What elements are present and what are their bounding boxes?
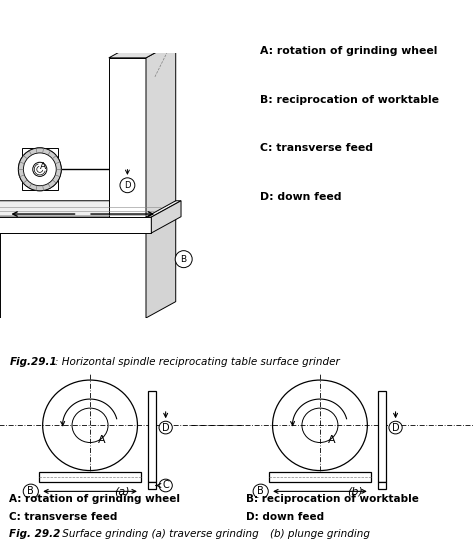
Circle shape <box>175 251 192 268</box>
Text: D: D <box>392 422 400 432</box>
Circle shape <box>159 479 173 492</box>
FancyBboxPatch shape <box>378 392 386 482</box>
Text: (b): (b) <box>347 487 364 497</box>
Polygon shape <box>109 58 146 217</box>
Text: A: rotation of grinding wheel: A: rotation of grinding wheel <box>9 494 181 504</box>
Text: A: rotation of grinding wheel: A: rotation of grinding wheel <box>260 46 438 56</box>
Text: B: B <box>257 487 264 497</box>
Text: C: transverse feed: C: transverse feed <box>260 143 374 153</box>
Polygon shape <box>0 233 146 318</box>
Text: A: A <box>98 435 106 445</box>
Text: B: B <box>181 254 187 264</box>
Text: B: reciprocation of worktable: B: reciprocation of worktable <box>246 494 419 504</box>
FancyBboxPatch shape <box>378 482 386 489</box>
Text: (a): (a) <box>114 487 130 497</box>
Polygon shape <box>0 217 176 233</box>
FancyBboxPatch shape <box>39 472 141 482</box>
Circle shape <box>159 421 173 434</box>
Circle shape <box>18 148 61 191</box>
Text: Fig.29.1: Fig.29.1 <box>9 357 57 367</box>
Circle shape <box>23 484 38 499</box>
Text: (b) plunge grinding: (b) plunge grinding <box>270 529 370 539</box>
FancyBboxPatch shape <box>148 392 155 482</box>
Circle shape <box>33 162 47 176</box>
Text: D: down feed: D: down feed <box>260 192 342 202</box>
Text: D: D <box>124 181 131 190</box>
Text: C: transverse feed: C: transverse feed <box>9 512 118 523</box>
FancyBboxPatch shape <box>148 482 155 489</box>
Text: A: A <box>40 161 46 171</box>
Polygon shape <box>146 41 176 217</box>
Text: Surface grinding (a) traverse grinding: Surface grinding (a) traverse grinding <box>59 529 259 539</box>
Polygon shape <box>0 217 151 233</box>
Text: C: C <box>162 481 169 491</box>
Text: D: down feed: D: down feed <box>246 512 325 523</box>
Polygon shape <box>109 41 176 58</box>
Text: D: D <box>162 422 170 432</box>
Bar <box>22 148 58 190</box>
Polygon shape <box>0 201 181 217</box>
Polygon shape <box>146 217 176 318</box>
FancyBboxPatch shape <box>269 472 371 482</box>
Text: Fig. 29.2: Fig. 29.2 <box>9 529 61 539</box>
Polygon shape <box>151 201 181 233</box>
Text: : Horizontal spindle reciprocating table surface grinder: : Horizontal spindle reciprocating table… <box>55 357 339 367</box>
Text: A: A <box>328 435 336 445</box>
Circle shape <box>120 178 135 192</box>
Circle shape <box>389 421 402 434</box>
Text: B: reciprocation of worktable: B: reciprocation of worktable <box>260 95 439 105</box>
Text: B: B <box>27 487 34 497</box>
Circle shape <box>253 484 268 499</box>
